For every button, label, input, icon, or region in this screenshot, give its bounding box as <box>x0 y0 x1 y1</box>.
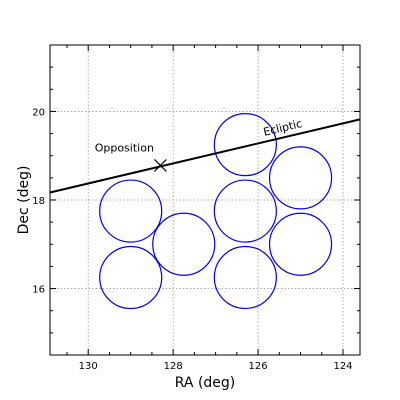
ecliptic-line <box>49 118 361 194</box>
ticks-layer: 130 128 126 124 16 18 20 <box>32 45 360 372</box>
x-tick-label: 126 <box>249 361 268 372</box>
y-tick-label: 16 <box>32 285 45 296</box>
x-tick-label: 130 <box>79 361 98 372</box>
field-circle <box>268 146 333 210</box>
ecliptic-layer: Ecliptic <box>49 117 361 194</box>
grid-layer <box>50 45 360 355</box>
y-tick-label: 20 <box>32 107 45 118</box>
x-tick-label: 124 <box>333 361 352 372</box>
field-circle <box>99 245 163 310</box>
opposition-label: Opposition <box>95 141 154 154</box>
field-circle <box>213 113 277 177</box>
opposition-marker: Opposition <box>95 141 167 172</box>
field-circle <box>152 212 216 276</box>
y-axis-label: Dec (deg) <box>16 166 32 235</box>
field-circle <box>268 212 333 276</box>
field-circle <box>99 179 163 243</box>
x-tick-label: 128 <box>164 361 183 372</box>
x-axis-label: RA (deg) <box>175 375 236 391</box>
field-circle <box>213 179 277 243</box>
ecliptic-label: Ecliptic <box>262 117 303 139</box>
field-circles <box>99 113 333 310</box>
field-circle <box>213 245 277 310</box>
opposition-x-icon <box>153 159 167 172</box>
y-tick-label: 18 <box>32 196 45 207</box>
